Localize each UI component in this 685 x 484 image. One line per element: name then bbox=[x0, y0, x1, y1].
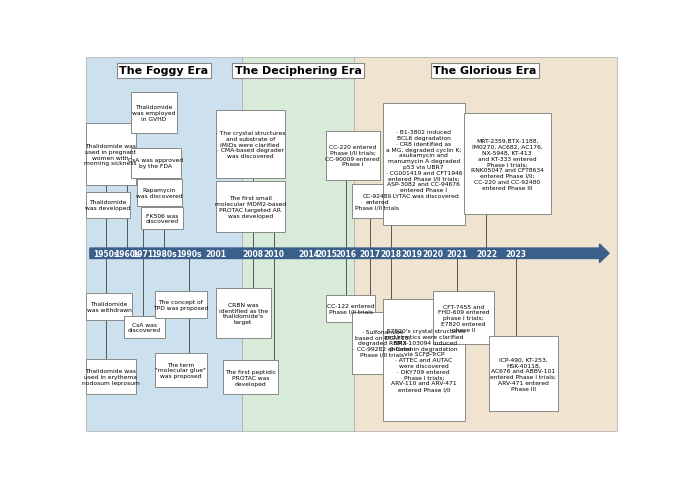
Text: 2014: 2014 bbox=[298, 249, 319, 258]
Text: The term
"molecular glue"
was proposed: The term "molecular glue" was proposed bbox=[155, 362, 206, 378]
Text: 1950s: 1950s bbox=[93, 249, 119, 258]
Text: CC-92480
entered
Phase I/II trials: CC-92480 entered Phase I/II trials bbox=[355, 194, 399, 210]
Text: 2001: 2001 bbox=[206, 249, 226, 258]
Text: CC-122 entered
Phase I/II trials: CC-122 entered Phase I/II trials bbox=[327, 303, 374, 314]
FancyBboxPatch shape bbox=[155, 353, 207, 387]
Text: 2022: 2022 bbox=[476, 249, 497, 258]
FancyBboxPatch shape bbox=[325, 295, 375, 322]
Text: 2016: 2016 bbox=[335, 249, 356, 258]
Text: 2010: 2010 bbox=[264, 249, 284, 258]
FancyBboxPatch shape bbox=[141, 207, 183, 230]
FancyBboxPatch shape bbox=[155, 292, 207, 318]
Text: · Sulfonamide
based on DCAF15,
degraded RBM3
· CC-99282 entered
Phase I/II trial: · Sulfonamide based on DCAF15, degraded … bbox=[353, 329, 412, 357]
FancyBboxPatch shape bbox=[216, 182, 285, 232]
FancyBboxPatch shape bbox=[223, 361, 278, 394]
Text: 2017: 2017 bbox=[359, 249, 380, 258]
FancyBboxPatch shape bbox=[383, 299, 464, 421]
Text: The concept of
TPD was proposed: The concept of TPD was proposed bbox=[153, 300, 208, 310]
FancyArrow shape bbox=[90, 244, 609, 263]
Text: Thalidomide
was developed: Thalidomide was developed bbox=[86, 200, 131, 211]
Text: FK506 was
discovered: FK506 was discovered bbox=[145, 213, 179, 224]
FancyBboxPatch shape bbox=[86, 124, 136, 186]
Bar bbox=[242, 58, 353, 431]
Text: Thalidomide was
used in erythema
nodosum leprosum: Thalidomide was used in erythema nodosum… bbox=[82, 368, 140, 385]
Text: The first small
molecular MDM2-based
PROTAC targeted AR
was developed: The first small molecular MDM2-based PRO… bbox=[214, 196, 286, 218]
FancyBboxPatch shape bbox=[86, 359, 136, 394]
Text: 2020: 2020 bbox=[423, 249, 444, 258]
FancyBboxPatch shape bbox=[464, 114, 551, 215]
Bar bbox=[353, 58, 616, 431]
Text: The Foggy Era: The Foggy Era bbox=[119, 66, 208, 76]
Text: Thalidomide
was employed
in GVHD: Thalidomide was employed in GVHD bbox=[132, 105, 176, 121]
FancyBboxPatch shape bbox=[434, 292, 494, 344]
Text: 1971: 1971 bbox=[132, 249, 153, 258]
Text: · The crystal structures
and substrate of
iMiDs were clarified
· CMA-based degra: · The crystal structures and substrate o… bbox=[216, 131, 285, 159]
FancyBboxPatch shape bbox=[131, 92, 177, 134]
Text: 2008: 2008 bbox=[242, 249, 264, 258]
Text: ICP-490, KT-253,
HSK-40118,
AC676 and ABBV-101
entered Phase I trials;
ARV-471 e: ICP-490, KT-253, HSK-40118, AC676 and AB… bbox=[490, 357, 556, 391]
FancyBboxPatch shape bbox=[86, 294, 132, 320]
Text: The Glorious Era: The Glorious Era bbox=[434, 66, 537, 76]
Text: · E7820's crystal structures
and kinetics were clarified
· NRX-103094 induced
β-: · E7820's crystal structures and kinetic… bbox=[383, 329, 465, 392]
FancyBboxPatch shape bbox=[488, 336, 558, 411]
Text: CsA was
discovered: CsA was discovered bbox=[128, 322, 161, 333]
Text: 1980s: 1980s bbox=[151, 249, 177, 258]
Text: · B1-3802 induced
BCL6 degradation
· CR8 identified as
a MG, degraded cyclin K;
: · B1-3802 induced BCL6 degradation · CR8… bbox=[386, 130, 462, 198]
Text: Rapamycin
was discovered: Rapamycin was discovered bbox=[136, 188, 183, 198]
Text: CsA was approved
by the FDA: CsA was approved by the FDA bbox=[128, 158, 184, 169]
FancyBboxPatch shape bbox=[124, 316, 165, 339]
Text: The Deciphering Era: The Deciphering Era bbox=[234, 66, 362, 76]
Bar bbox=[86, 58, 242, 431]
FancyBboxPatch shape bbox=[216, 111, 285, 179]
Text: Thalidomide
was withdrawn: Thalidomide was withdrawn bbox=[86, 302, 132, 312]
Text: 1990s: 1990s bbox=[177, 249, 202, 258]
FancyBboxPatch shape bbox=[137, 180, 182, 206]
Text: CC-220 entered
Phase I/II trials;
CC-90009 entered
Phase I: CC-220 entered Phase I/II trials; CC-900… bbox=[325, 145, 380, 167]
Text: MRT-2359,BTX-1188,
IM0270, AC682, AC176,
NX-5948, KT-413
and KT-333 entered
Phas: MRT-2359,BTX-1188, IM0270, AC682, AC176,… bbox=[471, 139, 544, 190]
Text: CRBN was
identified as the
thalidomide's
target: CRBN was identified as the thalidomide's… bbox=[219, 302, 268, 325]
Text: CFT-7455 and
FHD-609 entered
phase I trials;
E7820 entered
phase II: CFT-7455 and FHD-609 entered phase I tri… bbox=[438, 304, 489, 332]
Text: 2015: 2015 bbox=[316, 249, 338, 258]
FancyBboxPatch shape bbox=[325, 132, 379, 181]
Text: Thalidomide was
used in pregnant
women with
morning sickness: Thalidomide was used in pregnant women w… bbox=[84, 144, 137, 166]
FancyBboxPatch shape bbox=[86, 192, 130, 219]
Text: 2021: 2021 bbox=[447, 249, 468, 258]
FancyBboxPatch shape bbox=[352, 185, 402, 219]
FancyBboxPatch shape bbox=[216, 288, 271, 339]
Text: 2019: 2019 bbox=[401, 249, 423, 258]
Text: 2023: 2023 bbox=[505, 249, 526, 258]
Text: 1960s: 1960s bbox=[114, 249, 140, 258]
FancyBboxPatch shape bbox=[383, 104, 464, 225]
FancyBboxPatch shape bbox=[131, 148, 181, 179]
Text: 2018: 2018 bbox=[380, 249, 401, 258]
FancyBboxPatch shape bbox=[352, 312, 412, 374]
Text: The first peptidic
PROTAC was
developed: The first peptidic PROTAC was developed bbox=[225, 369, 276, 386]
